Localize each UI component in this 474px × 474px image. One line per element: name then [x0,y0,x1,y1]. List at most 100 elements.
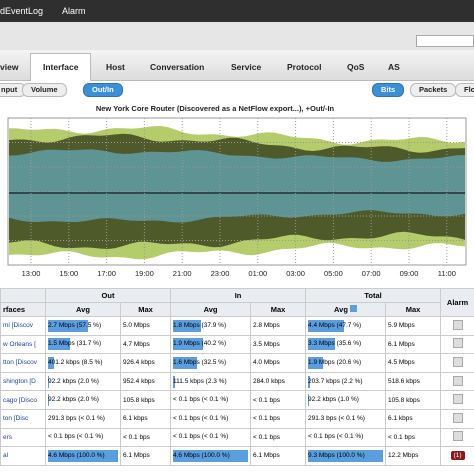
x-tick-label: 17:00 [97,269,116,278]
group-header: Alarm [440,288,474,317]
x-tick-label: 05:00 [324,269,343,278]
bar-cell: 3.3 Mbps (35.6 %) [308,338,383,351]
tab[interactable]: Interface [30,53,92,81]
table-cell: 92.2 kbps (2.0 %) [45,390,121,410]
alarm-cell [440,390,474,410]
table-cell: shington [D [0,371,46,392]
interface-name[interactable]: al [3,452,9,460]
cell-text: 4.0 Mbps [253,359,280,367]
cell-text: 1.9 Mbps (40.2 %) [173,340,227,348]
toggle-button[interactable]: Bits [372,83,405,97]
chart-title: New York Core Router (Discovered as a Ne… [96,104,335,113]
cell-text: 4.5 Mbps [388,359,415,367]
x-tick-label: 19:00 [135,269,154,278]
bar-cell: 291.3 bps (< 0.1 %) [48,413,118,425]
table-cell: < 0.1 bps [119,427,172,448]
percent-bar [173,375,175,388]
cell-text: 105.8 kbps [388,396,420,404]
table-cell: 1.8 Mbps (37.9 %) [170,316,252,336]
tab[interactable]: Conversation [150,62,205,72]
interface-name[interactable]: tton [Discov [3,359,37,367]
cell-text: 284.0 kbps [253,378,285,386]
column-header: Avg [170,302,252,317]
alarm-icon[interactable] [452,412,463,423]
alarm-badge[interactable]: (1) [450,451,465,461]
table-row: cago [Disco 92.2 kbps (2.0 %) 105.8 kbps < … [0,390,474,410]
column-header: Max [385,302,442,317]
table-cell: ton [Disc [0,408,46,429]
cell-text: < 0.1 bps [388,433,415,441]
interface-name[interactable]: mi [Discov [3,322,33,330]
cell-text: < 0.1 bps [253,396,280,404]
tab[interactable]: Service [231,62,262,72]
toggle-button[interactable]: Out/In [83,83,123,97]
table-cell: 1.6 Mbps (32.5 %) [170,353,252,373]
tab[interactable]: QoS [347,62,365,72]
table-row: al 4.6 Mbps (100.0 %) 6.1 Mbps 4.6 Mbps (10… [0,446,474,466]
cell-text: 92.2 kbps (2.0 %) [48,396,99,404]
percent-bar [308,449,384,462]
cell-text: < 0.1 bps (< 0.1 %) [48,433,104,441]
bar-cell: < 0.1 bps (< 0.1 %) [48,431,118,443]
interface-name[interactable]: ton [Disc [3,415,29,423]
table-cell: ers [0,427,46,448]
sort-arrow[interactable] [350,305,358,312]
interface-name[interactable]: w Orleans [ [3,340,36,348]
alarm-icon[interactable] [452,375,463,386]
cell-text: 518.6 kbps [388,378,420,386]
table-cell: 284.0 kbps [250,371,307,392]
tab[interactable]: Protocol [287,62,322,72]
nav-item[interactable]: dEventLog [0,6,44,16]
alarm-icon[interactable] [452,319,463,330]
header-row: rfaces Avg Max Avg Max Avg Max [0,302,474,317]
tab[interactable]: AS [388,62,400,72]
table-cell: 5.0 Mbps [119,316,172,336]
toggle-button[interactable]: Volume [22,83,67,97]
interface-name[interactable]: shington [D [3,378,36,386]
percent-bar [173,338,204,351]
group-header: Out [44,288,172,303]
table-cell: 6.1 Mbps [250,446,307,466]
x-tick-label: 21:00 [173,269,192,278]
cell-text: < 0.1 bps [123,433,150,441]
cell-text: 12.2 Mbps [388,452,419,460]
nav-item[interactable]: Alarm [62,6,86,16]
table-cell: 952.4 kbps [119,371,172,392]
cell-text: 2.8 Mbps [253,322,280,330]
percent-bar [48,356,54,369]
cell-text: 6.1 kbps [388,415,413,423]
interface-name[interactable]: cago [Disco [3,396,37,404]
table-cell: 3.3 Mbps (35.6 %) [305,334,387,355]
alarm-icon[interactable] [452,338,463,349]
table-cell: 9.3 Mbps (100.0 %) [305,446,387,466]
search-box[interactable] [416,35,474,47]
column-header: Avg [45,302,121,317]
cell-text: 1.5 Mbps (31.7 %) [48,340,102,348]
cell-text: 92.2 kbps (1.0 %) [308,396,359,404]
bar-cell: 1.9 Mbps (40.2 %) [173,338,248,351]
table-cell: 4.6 Mbps (100.0 %) [45,446,121,466]
cell-text: < 0.1 bps (< 0.1 %) [173,396,229,404]
interface-name[interactable]: ers [3,433,13,441]
table-row: tton [Discov 401.2 kbps (8.5 %) 926.4 kbps… [0,353,474,373]
table-cell: 1.9 Mbps (20.6 %) [305,353,387,373]
bar-cell: 401.2 kbps (8.5 %) [48,356,118,369]
bar-cell: 1.9 Mbps (20.6 %) [308,356,383,369]
tab[interactable]: view [0,62,19,72]
group-header: Total [305,288,442,303]
traffic-area [9,149,465,223]
interface-table: Out In Total Alarm rfaces Avg Max Avg Max Avg Max… [0,288,474,466]
alarm-cell [440,408,474,429]
table-cell: 6.1 Mbps [385,334,442,355]
tab[interactable]: Host [106,62,125,72]
alarm-cell: (1) [440,446,474,466]
toggle-button[interactable]: Packets [410,83,457,97]
alarm-icon[interactable] [452,431,463,442]
table-cell: 6.1 kbps [119,408,172,429]
alarm-icon[interactable] [452,356,463,367]
alarm-icon[interactable] [452,394,463,405]
bar-cell: 291.3 bps (< 0.1 %) [308,413,383,425]
table-cell: 2.7 Mbps (57.5 %) [45,316,121,336]
table-cell: 111.5 kbps (2.3 %) [170,371,252,392]
toggle-button[interactable]: Flow [455,83,474,97]
